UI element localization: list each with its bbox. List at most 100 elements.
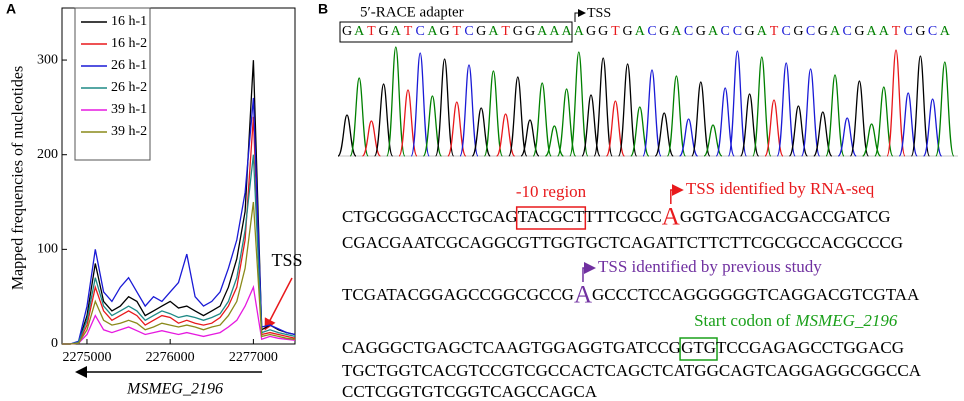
chromatogram (337, 46, 955, 157)
y-tick-label: 100 (37, 242, 58, 257)
trace-peak (581, 94, 601, 157)
base-call: G (696, 24, 706, 39)
base-call: G (525, 24, 535, 39)
base-call: A (537, 24, 548, 39)
annotation: TSS (271, 250, 302, 270)
annotation: TSS identified by previous study (598, 257, 822, 276)
trace-peak (935, 61, 955, 157)
sequence-box (679, 337, 718, 361)
base-call: A (354, 24, 365, 39)
base-call: T (367, 24, 376, 39)
trace-peak (910, 55, 931, 157)
sequence-segment: CGACGAATCGCAGGCGTTGGTGCTCAGATTCTTCTTCGCG… (342, 233, 903, 252)
x-tick-label: 2275000 (62, 350, 111, 365)
sequence-segment: TTTCGCC (584, 207, 661, 226)
trace-peak (434, 58, 455, 157)
legend-box (74, 7, 151, 161)
base-call: C (782, 24, 791, 39)
legend-label: 26 h-1 (111, 58, 147, 73)
trace-peak (593, 57, 613, 157)
trace-peak (642, 69, 662, 157)
base-call: C (684, 24, 693, 39)
trace-peak (471, 107, 491, 157)
base-call: C (733, 24, 742, 39)
panel-label: B (318, 1, 328, 17)
trace-peak (752, 56, 772, 157)
y-axis-label: Mapped frequencies of nucleotides (10, 66, 27, 290)
tss-arrow (670, 184, 684, 204)
trace-peak (813, 111, 833, 157)
base-call: G (915, 24, 925, 39)
adapter-box (339, 21, 573, 43)
annotation: -10 region (516, 182, 587, 201)
trace-peak (556, 88, 577, 157)
trace-peak (532, 82, 552, 157)
base-call: T (892, 24, 901, 39)
trace-peak (825, 74, 845, 157)
trace-peak (605, 100, 626, 157)
annotation: TSS identified by RNA-seq (686, 179, 875, 198)
trace-peak (422, 95, 443, 157)
trace-peak (727, 50, 748, 157)
gene-label: MSMEG_2196 (794, 311, 897, 330)
sequence-segment: TCCGAGAGCCTGGACG (716, 338, 904, 357)
base-call: A (671, 24, 682, 39)
series-line (62, 154, 296, 345)
base-call: A (867, 24, 878, 39)
sequence-segment: GGTGACGACGACCGATCG (680, 207, 891, 226)
sequence-segment: TACGCT (518, 207, 585, 226)
base-call: G (745, 24, 755, 39)
base-call: A (391, 24, 402, 39)
trace-peak (483, 70, 504, 157)
y-tick-label: 300 (37, 52, 58, 67)
base-call: G (379, 24, 389, 39)
tss-arrow (582, 262, 596, 282)
base-call: C (416, 24, 425, 39)
sequence-segment: CTGCGGGACCTGCAG (342, 207, 518, 226)
trace-peak (654, 112, 674, 157)
trace-peak (398, 89, 418, 157)
base-call: A (488, 24, 499, 39)
series-line (62, 60, 296, 345)
gene-label: MSMEG_2196 (126, 381, 223, 398)
legend-label: 26 h-2 (111, 80, 147, 95)
sequence-segment: CCTCGGTGTCGGTCAGCCAGCA (342, 382, 598, 401)
y-tick-label: 200 (37, 147, 58, 162)
trace-peak (459, 64, 479, 157)
trace-peak (849, 80, 870, 157)
annotation-arrow (264, 277, 293, 331)
trace-peak (508, 76, 528, 157)
trace-peak (386, 46, 406, 157)
base-call: A (879, 24, 890, 39)
base-call: C (843, 24, 852, 39)
base-call: A (708, 24, 719, 39)
base-call: C (721, 24, 730, 39)
annotation: Start codon of (694, 311, 791, 330)
base-call: C (464, 24, 473, 39)
plot-frame (61, 7, 296, 345)
base-call: G (623, 24, 633, 39)
base-call: C (904, 24, 913, 39)
base-call: A (574, 24, 585, 39)
sequence-segment: CAGGGCTGAGCTCAAGTGGAGGTGATCCG (342, 338, 681, 357)
series-line (62, 201, 296, 345)
base-call: T (770, 24, 779, 39)
base-call: A (940, 24, 951, 39)
trace-peak (776, 62, 796, 157)
trace-peak (886, 49, 906, 157)
legend-label: 16 h-2 (111, 36, 147, 51)
base-call: T (501, 24, 510, 39)
base-call: G (586, 24, 596, 39)
trace-peak (788, 105, 809, 157)
legend-label: 39 h-1 (111, 102, 147, 117)
sequence-segment: TCGATACGGAGCCGGCGCCG (342, 285, 574, 304)
trace-peak (617, 63, 638, 157)
series-line (62, 284, 296, 345)
base-call: A (635, 24, 646, 39)
trace-peak (666, 75, 687, 157)
trace-peak (764, 99, 784, 157)
tss-arrow (574, 9, 586, 22)
base-call: G (513, 24, 523, 39)
panel-label: A (6, 1, 16, 17)
